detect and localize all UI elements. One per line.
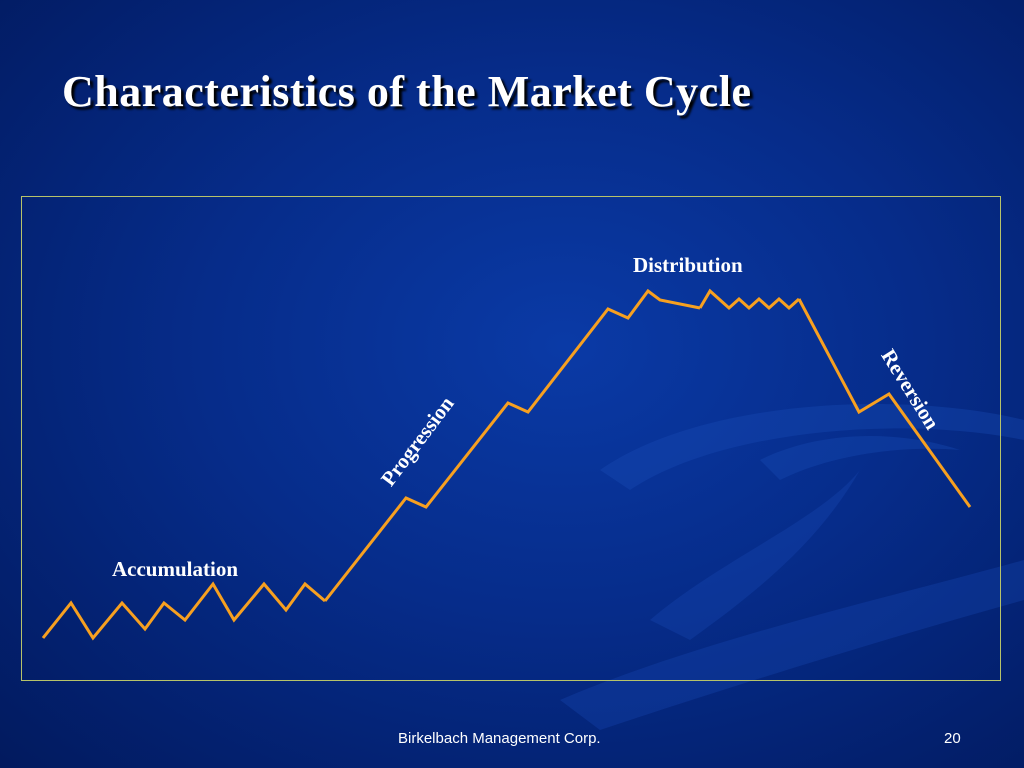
distribution-label: Distribution — [633, 253, 743, 277]
distribution-line-segment — [698, 288, 801, 311]
progression-line-segment — [323, 288, 701, 602]
slide-title: Characteristics of the Market Cycle — [62, 67, 752, 116]
footer-company-name: Birkelbach Management Corp. — [398, 730, 601, 747]
accumulation-line-segment — [41, 581, 326, 641]
diagram-frame — [21, 196, 1001, 681]
reversion-line-segment — [797, 298, 972, 508]
accumulation-label: Accumulation — [112, 557, 238, 581]
page-number: 20 — [944, 730, 961, 747]
